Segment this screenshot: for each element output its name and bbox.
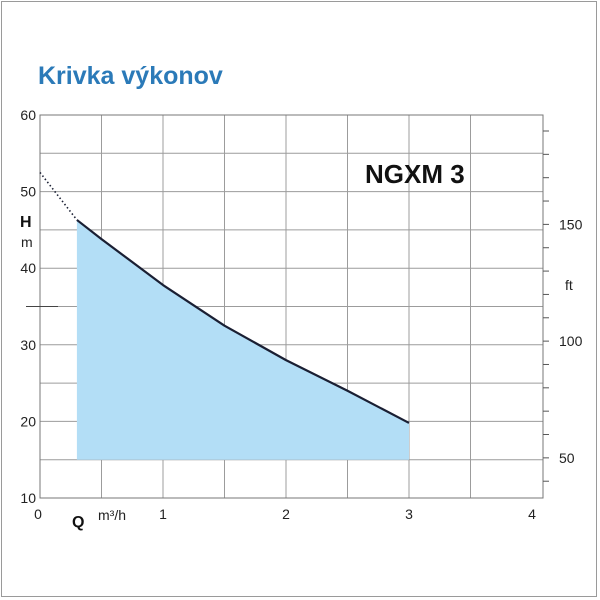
y-tick-label: 20 [20, 413, 36, 429]
y2-tick-label: 150 [559, 216, 583, 232]
y-tick-label: 50 [20, 184, 36, 200]
x-tick-label: 2 [282, 506, 290, 522]
chart-title: Krivka výkonov [38, 62, 223, 90]
x-axis-symbol: Q [72, 514, 84, 531]
y-tick-label: 60 [20, 107, 36, 123]
y2-tick-label: 100 [559, 333, 583, 349]
y2-axis-unit: ft [565, 277, 573, 293]
model-label: NGXM 3 [365, 159, 465, 189]
x-axis-unit: m³/h [98, 507, 126, 523]
y-tick-label: 30 [20, 337, 36, 353]
extrapolated-curve [39, 171, 78, 221]
x-tick-label: 0 [34, 506, 42, 522]
performance-area [76, 219, 410, 460]
x-tick-label: 4 [528, 506, 536, 522]
y-tick-label: 10 [20, 490, 36, 506]
y-tick-label: 40 [20, 260, 36, 276]
x-tick-label: 3 [405, 506, 413, 522]
y-axis-unit: m [21, 234, 33, 250]
performance-curve [76, 219, 410, 424]
x-tick-label: 1 [159, 506, 167, 522]
y-axis-symbol: H [20, 214, 32, 231]
y2-tick-label: 50 [559, 450, 575, 466]
